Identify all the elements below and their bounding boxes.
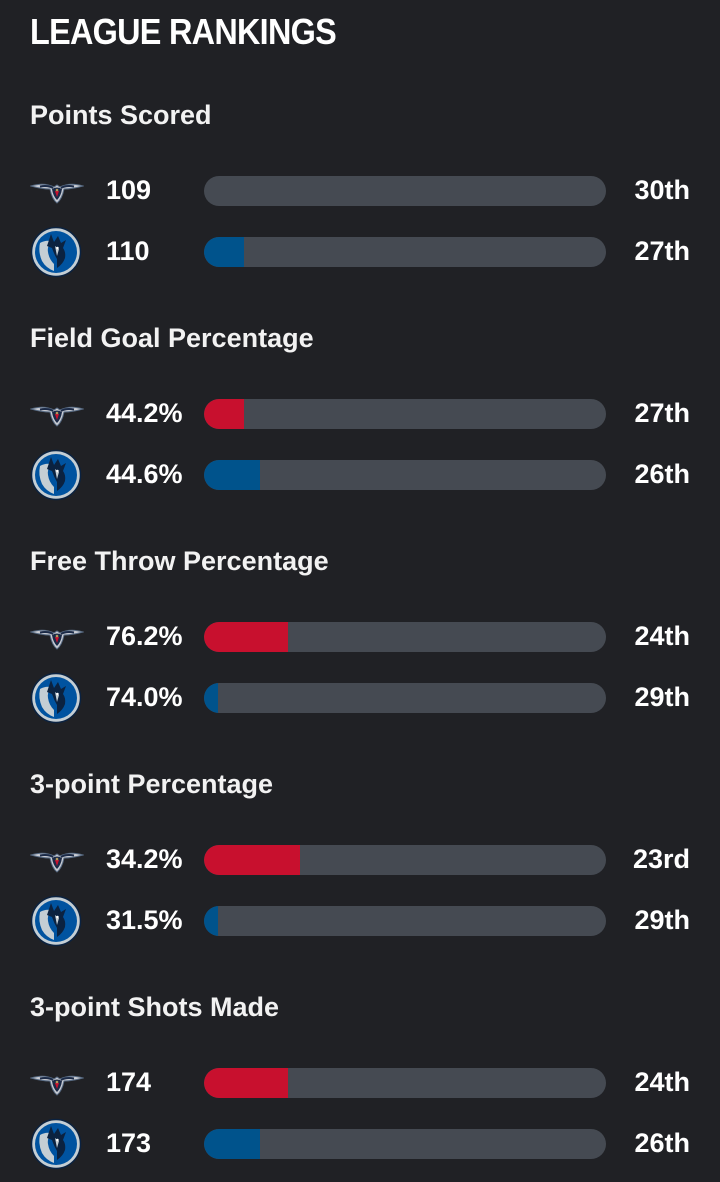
pelicans-logo bbox=[30, 177, 86, 205]
stat-value: 76.2% bbox=[106, 621, 183, 651]
mavericks-logo-icon bbox=[30, 895, 82, 946]
stat-title: Points Scored bbox=[30, 100, 212, 130]
pelicans-logo bbox=[30, 846, 86, 874]
rank-bar-fill bbox=[204, 1067, 289, 1098]
stat-title: 3-point Percentage bbox=[30, 769, 274, 799]
rank-bar-track bbox=[204, 398, 606, 429]
rank-bar-fill bbox=[204, 682, 219, 713]
rank-bar-fill bbox=[204, 621, 289, 652]
team-row-pelicans: 76.2% 24th bbox=[30, 606, 690, 667]
team-row-pelicans: 44.2% 27th bbox=[30, 383, 690, 444]
stat-title: Free Throw Percentage bbox=[30, 546, 329, 576]
mavericks-logo-icon bbox=[30, 672, 82, 723]
stat-section: 3-point Shots Made 174 24th 173 26th bbox=[30, 954, 690, 1177]
rank-bar-track bbox=[204, 459, 606, 490]
rank-bar-fill bbox=[204, 236, 245, 267]
mavericks-logo bbox=[30, 895, 86, 947]
stat-section: Field Goal Percentage 44.2% 27th 44.6% 26t… bbox=[30, 285, 690, 508]
team-row-mavericks: 44.6% 26th bbox=[30, 444, 690, 505]
rankings-list: Points Scored 109 30th 110 27th Field Goal … bbox=[30, 62, 690, 1177]
rank-bar-track bbox=[204, 1067, 606, 1098]
mavericks-logo-icon bbox=[30, 449, 82, 500]
mavericks-logo bbox=[30, 449, 86, 501]
league-rank: 29th bbox=[634, 682, 690, 712]
team-row-pelicans: 174 24th bbox=[30, 1052, 690, 1113]
team-row-mavericks: 31.5% 29th bbox=[30, 890, 690, 951]
stat-value: 44.6% bbox=[106, 459, 183, 489]
league-rank: 26th bbox=[634, 1128, 690, 1158]
pelicans-logo-icon bbox=[30, 629, 84, 650]
stat-value: 173 bbox=[106, 1128, 152, 1158]
mavericks-logo bbox=[30, 1118, 86, 1170]
league-rank: 27th bbox=[634, 236, 690, 266]
stat-section: Points Scored 109 30th 110 27th bbox=[30, 62, 690, 285]
stat-value: 110 bbox=[106, 236, 150, 266]
league-rank: 30th bbox=[634, 175, 690, 205]
league-rank: 29th bbox=[634, 905, 690, 935]
rank-bar-track bbox=[204, 175, 606, 206]
team-row-pelicans: 109 30th bbox=[30, 160, 690, 221]
rank-bar-track bbox=[204, 682, 606, 713]
stat-title: 3-point Shots Made bbox=[30, 992, 279, 1022]
league-rank: 24th bbox=[634, 1067, 690, 1097]
pelicans-logo bbox=[30, 1069, 86, 1097]
stat-value: 31.5% bbox=[106, 905, 183, 935]
league-rank: 24th bbox=[634, 621, 690, 651]
stat-value: 174 bbox=[106, 1067, 152, 1097]
league-rank: 23rd bbox=[632, 844, 690, 874]
page-title: LEAGUE RANKINGS bbox=[30, 11, 337, 52]
rank-bar-fill bbox=[204, 459, 261, 490]
stat-value: 44.2% bbox=[106, 398, 183, 428]
pelicans-logo bbox=[30, 400, 86, 428]
stat-value: 109 bbox=[106, 175, 152, 205]
pelicans-logo-icon bbox=[30, 1075, 84, 1096]
team-row-mavericks: 173 26th bbox=[30, 1113, 690, 1174]
stat-value: 74.0% bbox=[106, 682, 183, 712]
rank-bar-fill bbox=[204, 1128, 261, 1159]
pelicans-logo bbox=[30, 623, 86, 651]
stat-section: 3-point Percentage 34.2% 23rd 31.5% 29th bbox=[30, 731, 690, 954]
team-row-pelicans: 34.2% 23rd bbox=[30, 829, 690, 890]
stat-section: Free Throw Percentage 76.2% 24th 74.0% 29t… bbox=[30, 508, 690, 731]
rank-bar-track bbox=[204, 236, 606, 267]
mavericks-logo bbox=[30, 672, 86, 724]
mavericks-logo bbox=[30, 226, 86, 278]
league-rank: 27th bbox=[634, 398, 690, 428]
rank-bar-fill bbox=[204, 905, 219, 936]
mavericks-logo-icon bbox=[30, 226, 82, 277]
rank-bar-track bbox=[204, 844, 606, 875]
stat-value: 34.2% bbox=[106, 844, 183, 874]
rank-bar-fill bbox=[204, 398, 245, 429]
rank-bar-track bbox=[204, 905, 606, 936]
rank-bar-fill bbox=[204, 844, 301, 875]
pelicans-logo-icon bbox=[30, 852, 84, 873]
pelicans-logo-icon bbox=[30, 183, 84, 204]
rank-bar-track bbox=[204, 621, 606, 652]
rank-bar-track bbox=[204, 1128, 606, 1159]
league-rank: 26th bbox=[634, 459, 690, 489]
team-row-mavericks: 74.0% 29th bbox=[30, 667, 690, 728]
stat-title: Field Goal Percentage bbox=[30, 323, 314, 353]
mavericks-logo-icon bbox=[30, 1118, 82, 1169]
team-row-mavericks: 110 27th bbox=[30, 221, 690, 282]
pelicans-logo-icon bbox=[30, 406, 84, 427]
